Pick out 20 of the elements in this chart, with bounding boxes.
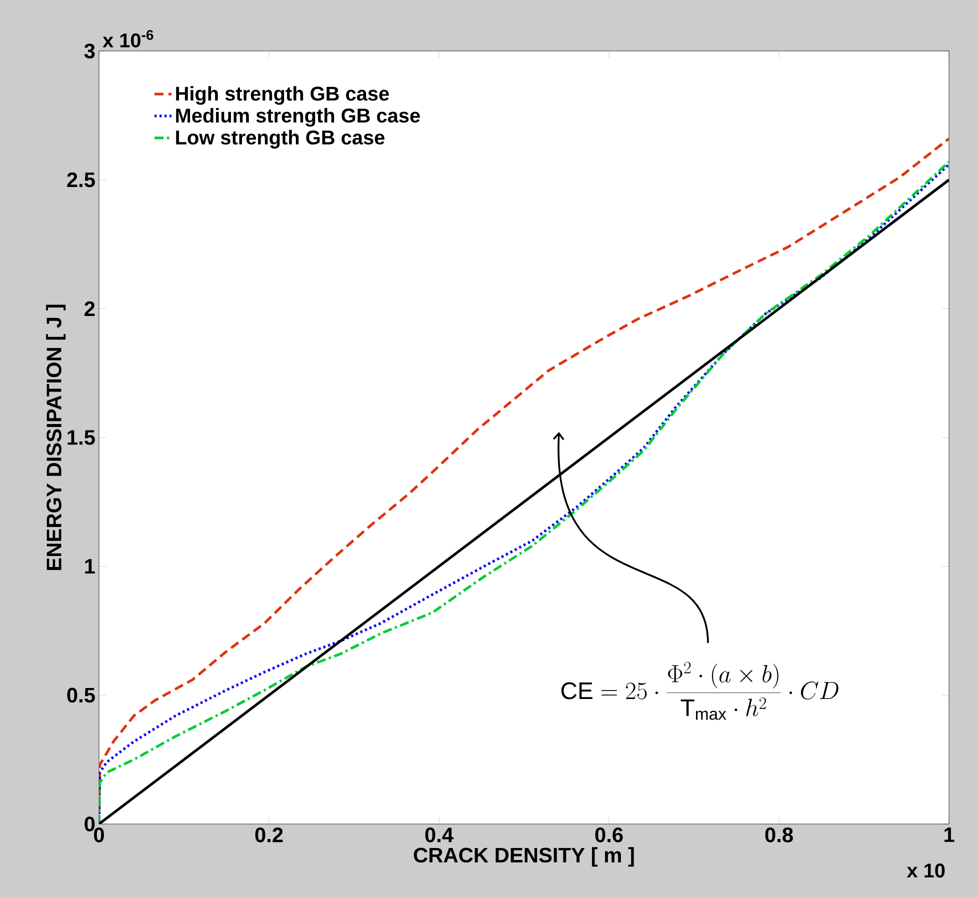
x-tick-label: 0.8 (765, 828, 793, 842)
y-tick-label: 2 (84, 301, 95, 316)
legend-label: Medium strength GB case (176, 108, 420, 127)
y-tick-label: 0 (84, 816, 95, 832)
text: x 10$^{-6}$ (102, 30, 154, 48)
x-tick-label: 0.2 (255, 828, 283, 842)
y-tick-label: 2.5 (67, 172, 95, 188)
y-tick-label: 1.5 (68, 430, 95, 445)
legend-label: High strength GB case (176, 86, 389, 105)
x-tick-label: 1 (944, 828, 954, 842)
x-tick-label: 0.4 (425, 828, 454, 842)
y-tick-label: 3 (84, 44, 95, 58)
y-axis-title: ENERGY DISSIPATION [ J ] (46, 304, 66, 570)
x-tick-label: 0.6 (595, 828, 623, 842)
legend-label: Low strength GB case (176, 130, 384, 149)
y-tick-label: 0.5 (67, 688, 95, 703)
x-axis-title: CRACK DENSITY [ m ] (414, 847, 634, 867)
y-tick-label: 1 (85, 559, 95, 574)
annotation: $\mathrm{CE} = 25\cdot\frac{\Phi^{2}\cdot\left(a\times b\right)}{\mathrm{T}_{\mathrm{max}}\cdot h^{2}}\cdot CD$ (561, 662, 838, 720)
text: x 10 (906, 864, 945, 878)
